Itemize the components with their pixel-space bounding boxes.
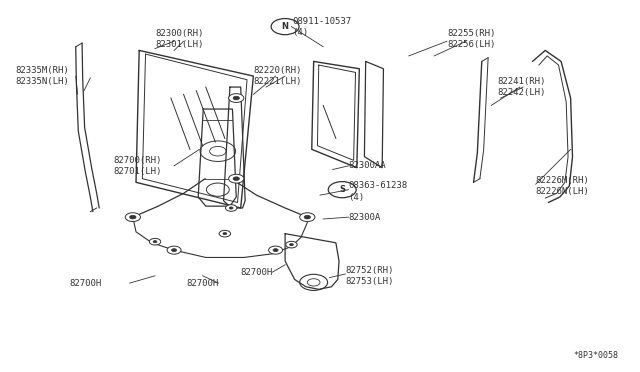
Circle shape [153, 241, 157, 243]
Text: 82700H: 82700H [69, 279, 102, 288]
Circle shape [219, 230, 230, 237]
Circle shape [149, 238, 161, 245]
Text: 82335M(RH)
82335N(LH): 82335M(RH) 82335N(LH) [15, 66, 69, 86]
Circle shape [167, 246, 181, 254]
Circle shape [229, 207, 233, 209]
Text: 82700(RH)
82701(LH): 82700(RH) 82701(LH) [114, 156, 162, 176]
Circle shape [228, 94, 244, 102]
Text: 82300AA: 82300AA [349, 161, 386, 170]
Circle shape [125, 213, 140, 222]
Text: N: N [282, 22, 289, 31]
Circle shape [269, 246, 283, 254]
Circle shape [273, 248, 278, 251]
Text: 82241(RH)
82242(LH): 82241(RH) 82242(LH) [498, 77, 546, 97]
Text: 82752(RH)
82753(LH): 82752(RH) 82753(LH) [346, 266, 394, 286]
Text: 08363-61238
(4): 08363-61238 (4) [349, 182, 408, 202]
Text: 82300A: 82300A [349, 213, 381, 222]
Text: 82226M(RH)
82226N(LH): 82226M(RH) 82226N(LH) [536, 176, 589, 196]
Circle shape [300, 213, 315, 222]
Text: S: S [339, 185, 345, 194]
Text: 82700H: 82700H [187, 279, 219, 288]
Text: 08911-10537
(4): 08911-10537 (4) [292, 16, 351, 37]
Circle shape [304, 215, 310, 219]
Text: 82255(RH)
82256(LH): 82255(RH) 82256(LH) [447, 29, 495, 49]
Circle shape [130, 215, 136, 219]
Circle shape [225, 205, 237, 211]
Text: *8P3*0058: *8P3*0058 [573, 351, 618, 360]
Circle shape [289, 244, 293, 246]
Circle shape [285, 241, 297, 248]
Circle shape [233, 96, 239, 100]
Text: 82220(RH)
82221(LH): 82220(RH) 82221(LH) [253, 66, 301, 86]
Circle shape [228, 174, 244, 183]
Text: 82700H: 82700H [241, 267, 273, 277]
Circle shape [223, 232, 227, 235]
Text: 82300(RH)
82301(LH): 82300(RH) 82301(LH) [155, 29, 204, 49]
Circle shape [172, 248, 177, 251]
Circle shape [233, 177, 239, 180]
